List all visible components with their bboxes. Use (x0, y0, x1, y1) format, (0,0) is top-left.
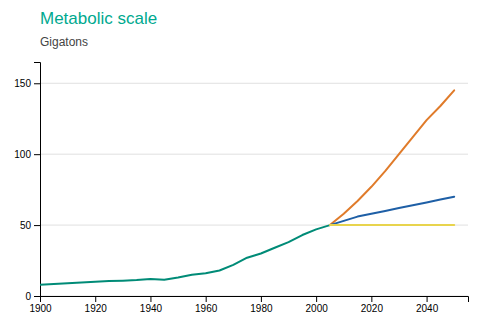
plot-area: 1900 1920 1940 1960 1980 2000 2020 2040 0 50 100 15… (14, 63, 468, 315)
x-tick: 2040 (416, 296, 439, 314)
x-tick-mark (206, 296, 207, 302)
x-tick: 1900 (29, 296, 52, 314)
grid-line (40, 83, 468, 84)
x-axis-line (41, 297, 469, 303)
x-tick-label: 2040 (416, 303, 439, 314)
y-axis-line (34, 63, 41, 297)
y-tick-label: 100 (14, 149, 31, 160)
y-axis: 0 50 100 150 (14, 63, 40, 302)
lines (40, 90, 454, 284)
x-tick-mark (427, 296, 428, 302)
y-tick: 100 (14, 149, 40, 160)
x-tick-label: 2020 (361, 303, 384, 314)
chart: Metabolic scaleGigatons19001920194019601… (0, 0, 486, 326)
series-line (330, 224, 454, 226)
x-tick: 2020 (361, 296, 384, 314)
x-tick: 1920 (85, 296, 108, 314)
x-tick-mark (261, 296, 262, 302)
y-tick-label: 50 (20, 220, 32, 231)
subtitle: Gigatons (40, 35, 88, 49)
grid-line (40, 154, 468, 155)
x-tick-label: 1920 (85, 303, 108, 314)
x-axis: 1900 1920 1940 1960 1980 2000 2020 2040 (29, 296, 468, 314)
x-tick-label: 2000 (306, 303, 329, 314)
y-tick-mark (34, 83, 40, 84)
x-tick-mark (316, 296, 317, 302)
x-tick-mark (95, 296, 96, 302)
y-tick: 0 (25, 291, 40, 302)
x-tick: 1960 (195, 296, 218, 314)
x-tick: 1980 (250, 296, 273, 314)
title: Metabolic scale (40, 9, 157, 28)
y-tick-mark (34, 296, 40, 297)
y-tick: 50 (20, 220, 40, 231)
y-tick-mark (34, 225, 40, 226)
series-line (330, 90, 454, 225)
x-tick: 2000 (306, 296, 329, 314)
x-tick: 1940 (140, 296, 163, 314)
series-line (40, 225, 330, 285)
series-line (330, 197, 454, 225)
y-tick-label: 150 (14, 78, 31, 89)
x-tick-mark (371, 296, 372, 302)
x-tick-label: 1900 (29, 303, 52, 314)
grid (40, 83, 468, 296)
grid-line (40, 225, 468, 226)
y-tick-label: 0 (25, 291, 31, 302)
x-tick-mark (150, 296, 151, 302)
y-tick-mark (34, 154, 40, 155)
y-tick: 150 (14, 78, 40, 89)
x-tick-label: 1960 (195, 303, 218, 314)
x-tick-label: 1980 (250, 303, 273, 314)
x-tick-label: 1940 (140, 303, 163, 314)
